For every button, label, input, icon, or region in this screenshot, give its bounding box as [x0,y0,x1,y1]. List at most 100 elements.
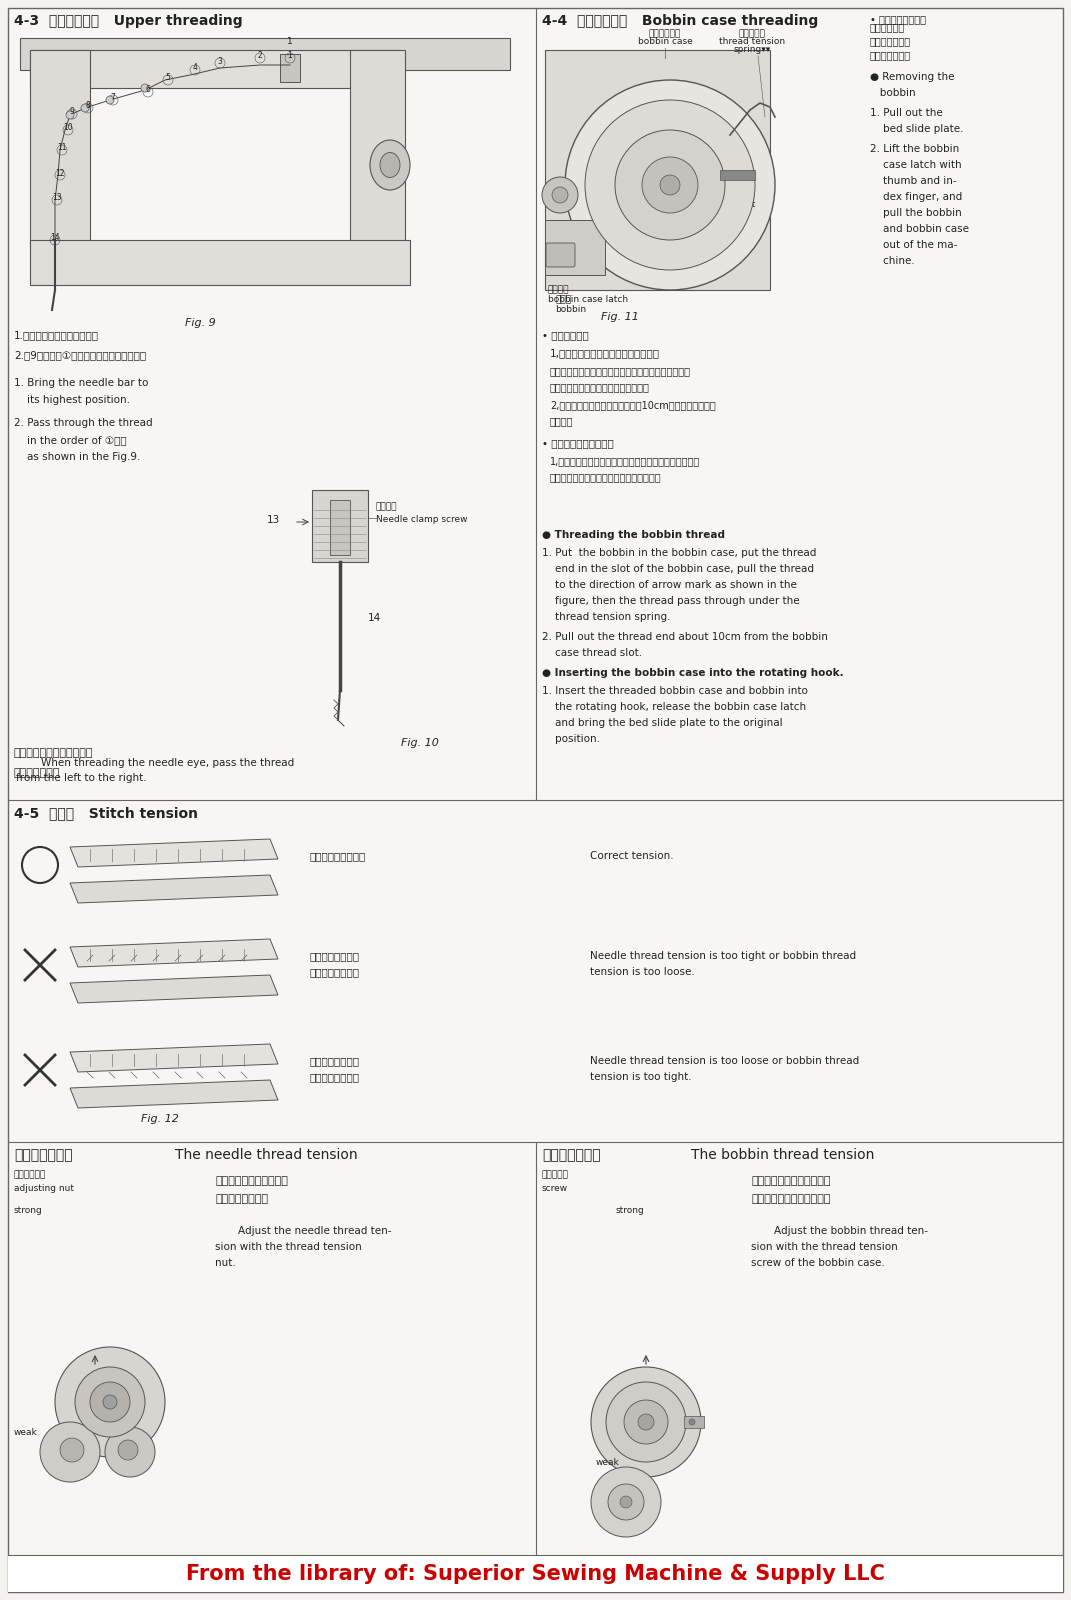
Text: Fig. 12: Fig. 12 [141,1114,179,1123]
Text: ボビンケース: ボビンケース [649,29,681,38]
Text: ガマ爐を上げ、: ガマ爐を上げ、 [870,35,911,46]
Text: The needle thread tension: The needle thread tension [175,1149,358,1162]
Text: 1. Put  the bobbin in the bobbin case, put the thread: 1. Put the bobbin in the bobbin case, pu… [542,547,816,558]
Text: The bobbin thread tension: The bobbin thread tension [691,1149,874,1162]
Text: bobbin: bobbin [870,88,916,98]
Text: thread tension spring.: thread tension spring. [542,611,670,622]
Circle shape [40,1422,100,1482]
Circle shape [608,1485,644,1520]
Circle shape [90,1382,130,1422]
Text: 下糸調子が強い。: 下糸調子が強い。 [310,1072,360,1082]
Text: ● Removing the: ● Removing the [870,72,954,82]
Polygon shape [70,875,278,902]
Text: 取り出します。: 取り出します。 [870,50,911,59]
Text: the rotating hook, release the bobbin case latch: the rotating hook, release the bobbin ca… [542,702,806,712]
Text: 糸調子ネジ: 糸調子ネジ [542,1170,569,1179]
Text: strong: strong [14,1206,43,1214]
Circle shape [75,1366,145,1437]
Text: bobbin case latch: bobbin case latch [548,294,628,304]
Text: and bobbin case: and bobbin case [870,224,969,234]
Text: 4-5  糸調子   Stitch tension: 4-5 糸調子 Stitch tension [14,806,198,819]
Text: 3: 3 [217,56,223,66]
Text: Needle thread tension is too loose or bobbin thread: Needle thread tension is too loose or bo… [590,1056,859,1066]
Text: 下糸調子が弱い。: 下糸調子が弱い。 [310,966,360,978]
Circle shape [585,99,755,270]
Text: tension is too loose.: tension is too loose. [590,966,695,978]
Text: in the order of ①－⑲: in the order of ①－⑲ [14,435,126,445]
Text: Fig. 11: Fig. 11 [601,312,639,322]
Text: bed slide plate.: bed slide plate. [870,125,964,134]
Text: figure, then the thread pass through under the: figure, then the thread pass through und… [542,595,800,606]
Text: screw: screw [542,1184,568,1194]
Text: ● Inserting the bobbin case into the rotating hook.: ● Inserting the bobbin case into the rot… [542,669,844,678]
Bar [20,38,510,70]
Text: as shown in the Fig.9.: as shown in the Fig.9. [14,451,140,462]
Text: 上糸調子は糸調子ナット: 上糸調子は糸調子ナット [215,1176,288,1186]
Text: sion with the thread tension: sion with the thread tension [751,1242,897,1251]
Text: 1,糸を通したボビンケースとボビンと共にカマに入れ、: 1,糸を通したボビンケースとボビンと共にカマに入れ、 [550,456,700,466]
Text: tension is too tight.: tension is too tight. [590,1072,692,1082]
Text: thumb and in-: thumb and in- [870,176,956,186]
Circle shape [55,1347,165,1458]
Text: From the library of: Superior Sewing Machine & Supply LLC: From the library of: Superior Sewing Mac… [186,1563,885,1584]
Text: 下糸調子の調整: 下糸調子の調整 [542,1149,601,1162]
Text: • ボビンの取り出し: • ボビンの取り出し [870,14,926,24]
Text: screw of the bobbin case.: screw of the bobbin case. [751,1258,885,1267]
Text: 上糸調子の調整: 上糸調子の調整 [14,1149,73,1162]
Text: Fig. 10: Fig. 10 [401,738,439,749]
Text: its highest position.: its highest position. [14,395,130,405]
Text: 9: 9 [70,107,75,117]
Bar [720,170,755,179]
Text: 针止ネジ: 针止ネジ [376,502,397,510]
Text: Needle clamp screw: Needle clamp screw [376,515,468,525]
Text: 2. Pass through the thread: 2. Pass through the thread [14,418,153,427]
Text: 2.図9のように①～⑲の順に糸を通します。: 2.図9のように①～⑲の順に糸を通します。 [14,350,146,360]
Text: 13: 13 [267,515,280,525]
Circle shape [565,80,775,290]
Bar [312,490,368,562]
Text: When threading the needle eye, pass the thread: When threading the needle eye, pass the … [28,758,295,768]
Circle shape [638,1414,654,1430]
Text: ● Threading the bobbin thread: ● Threading the bobbin thread [542,530,725,541]
Circle shape [141,83,149,91]
Ellipse shape [369,141,410,190]
Circle shape [660,174,680,195]
Circle shape [81,104,89,112]
Text: slot: slot [740,200,756,210]
Text: 下糸調子はボビンケースの: 下糸調子はボビンケースの [751,1176,830,1186]
Text: 4-3  上糸のかけ方   Upper threading: 4-3 上糸のかけ方 Upper threading [14,14,243,27]
Text: 1.针を最高の位置にします。: 1.针を最高の位置にします。 [14,330,99,341]
Text: 2. Lift the bobbin: 2. Lift the bobbin [870,144,960,154]
Text: case thread slot.: case thread slot. [542,648,643,658]
Text: case latch with: case latch with [870,160,962,170]
Text: bobbin case: bobbin case [637,37,692,46]
Text: thread tension: thread tension [719,37,785,46]
Text: きます。: きます。 [550,416,573,426]
Polygon shape [70,974,278,1003]
Text: weak: weak [595,1458,620,1467]
Circle shape [689,1419,695,1426]
Circle shape [615,130,725,240]
Text: chine.: chine. [870,256,915,266]
Circle shape [118,1440,138,1459]
Text: 付は糸が糸調子バネの下を通ります。: 付は糸が糸調子バネの下を通ります。 [550,382,650,392]
Circle shape [552,187,568,203]
Text: 良い糸調子の縫い目: 良い糸調子の縫い目 [310,851,366,861]
Text: ボビン: ボビン [555,294,571,304]
Bar [30,50,90,250]
Text: sion with the thread tension: sion with the thread tension [215,1242,362,1251]
Text: 左図の様に内: 左図の様に内 [870,22,905,32]
Text: strong: strong [616,1206,645,1214]
Text: adjusting nut: adjusting nut [14,1184,74,1194]
Text: Correct tension.: Correct tension. [590,851,674,861]
FancyBboxPatch shape [546,243,575,267]
Bar [330,499,350,555]
Text: Adjust the bobbin thread ten-: Adjust the bobbin thread ten- [761,1226,927,1235]
Text: • ボビンケースの入れ方: • ボビンケースの入れ方 [542,438,614,448]
Text: 14: 14 [50,234,60,243]
Text: to the direction of arrow mark as shown in the: to the direction of arrow mark as shown … [542,579,797,590]
Text: Adjust the needle thread ten-: Adjust the needle thread ten- [225,1226,392,1235]
Circle shape [542,178,578,213]
Text: position.: position. [542,734,600,744]
Text: Fig. 9: Fig. 9 [184,318,215,328]
